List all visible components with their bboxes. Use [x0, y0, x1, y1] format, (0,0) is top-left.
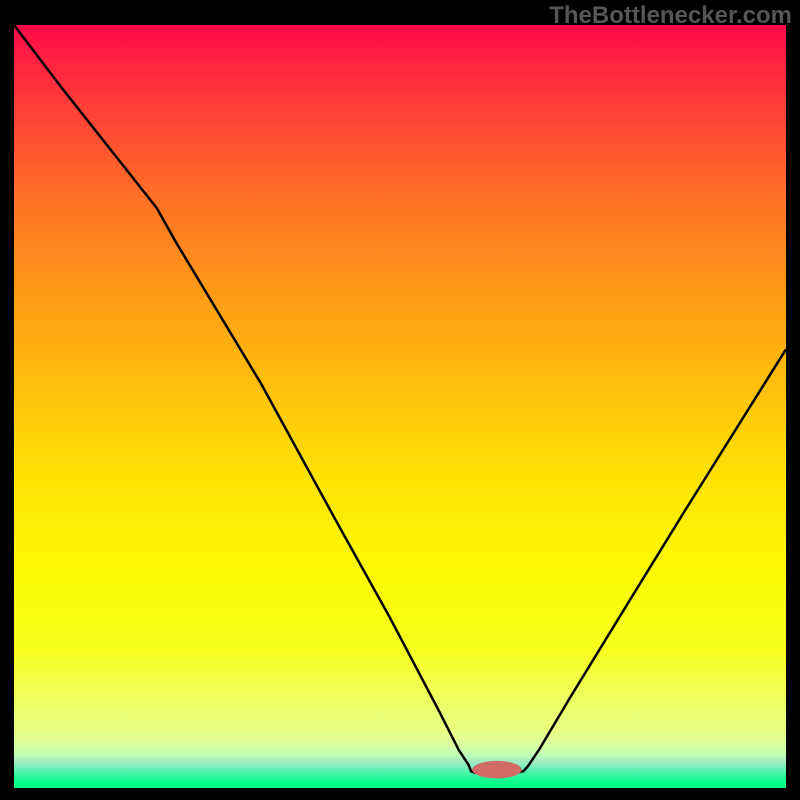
plot-svg [14, 25, 786, 788]
watermark-text: TheBottlenecker.com [549, 2, 792, 30]
chart-background [14, 25, 786, 788]
optimum-marker [472, 761, 521, 779]
plot-area [14, 25, 786, 788]
figure-frame: TheBottlenecker.com [0, 0, 800, 800]
